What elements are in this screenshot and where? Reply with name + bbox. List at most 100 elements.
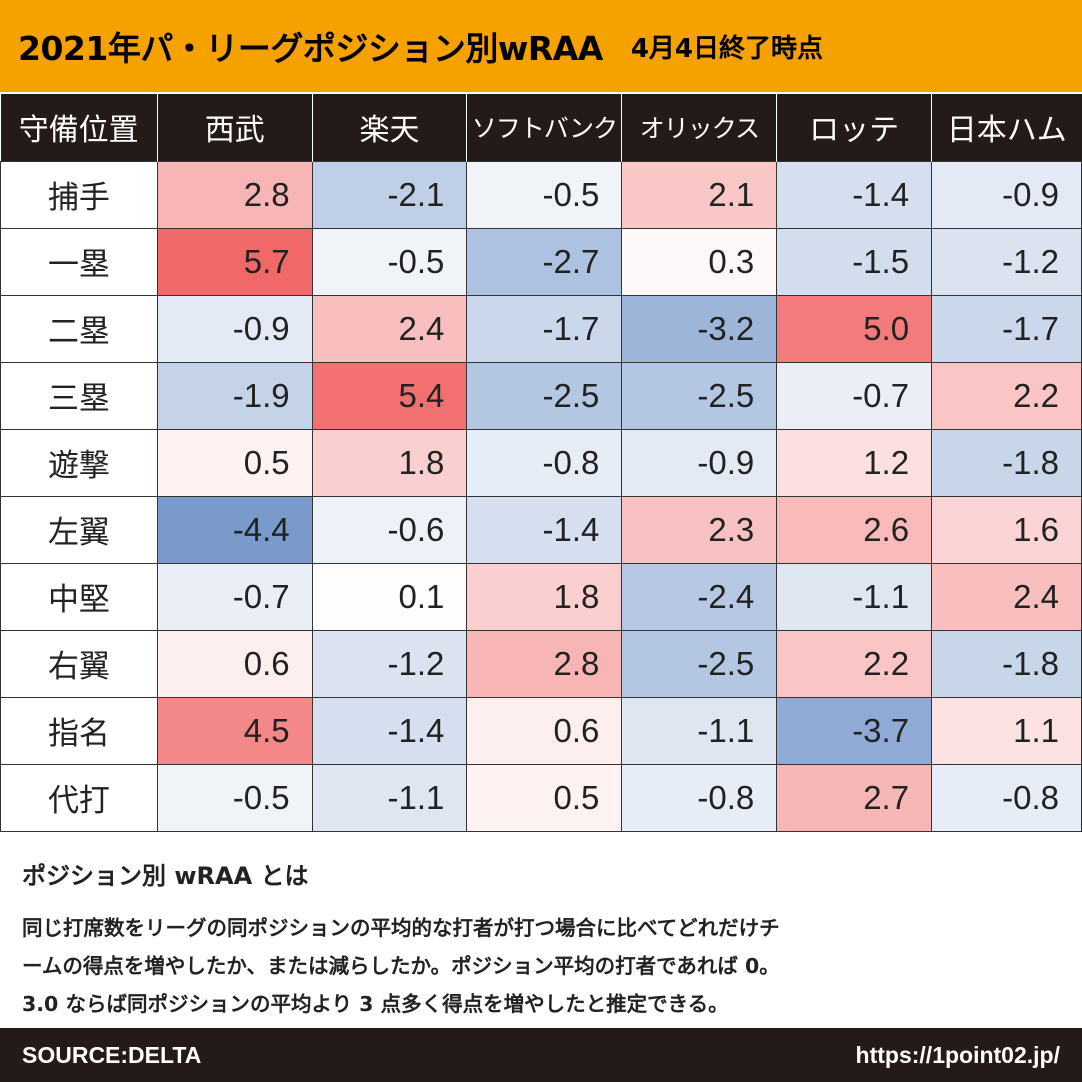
note-line: 同じ打席数をリーグの同ポジションの平均的な打者が打つ場合に比べてどれだけチ bbox=[22, 916, 780, 940]
note-line: 3.0 ならば同ポジションの平均より 3 点多く得点を増やしたと推定できる。 bbox=[22, 992, 729, 1016]
wraa-value-cell: -0.5 bbox=[311, 227, 468, 296]
wraa-value-cell: -2.7 bbox=[466, 227, 623, 296]
wraa-value-cell: 2.2 bbox=[776, 629, 933, 698]
wraa-value-cell: -1.7 bbox=[931, 294, 1082, 363]
wraa-value-cell: -0.9 bbox=[156, 294, 313, 363]
column-header: 楽天 bbox=[311, 94, 467, 161]
column-header: ロッテ bbox=[776, 94, 932, 161]
wraa-value-cell: 2.4 bbox=[931, 562, 1082, 631]
wraa-value-cell: 1.6 bbox=[931, 495, 1082, 564]
chart-subtitle: 4月4日終了時点 bbox=[630, 33, 824, 64]
position-label: 一塁 bbox=[0, 227, 158, 296]
wraa-value-cell: -1.5 bbox=[776, 227, 933, 296]
wraa-value-cell: -4.4 bbox=[156, 495, 313, 564]
wraa-value-cell: 5.4 bbox=[311, 361, 468, 430]
wraa-value-cell: 0.6 bbox=[466, 696, 623, 765]
table-row: 指名 4.5 -1.4 0.6 -1.1 -3.7 1.1 bbox=[0, 696, 1082, 765]
table-row: 右翼 0.6 -1.2 2.8 -2.5 2.2 -1.8 bbox=[0, 629, 1082, 698]
column-header: 日本ハム bbox=[931, 94, 1082, 161]
position-label: 二塁 bbox=[0, 294, 158, 363]
wraa-value-cell: 0.5 bbox=[466, 763, 623, 832]
position-label: 中堅 bbox=[0, 562, 158, 631]
wraa-value-cell: 1.8 bbox=[466, 562, 623, 631]
wraa-value-cell: -1.1 bbox=[311, 763, 468, 832]
wraa-value-cell: -1.4 bbox=[311, 696, 468, 765]
wraa-value-cell: 2.1 bbox=[621, 160, 778, 229]
wraa-table: 守備位置 西武 楽天 ソフトバンク オリックス ロッテ 日本ハム 捕手 2.8 -2.1 -0.… bbox=[0, 94, 1082, 832]
table-row: 遊撃 0.5 1.8 -0.8 -0.9 1.2 -1.8 bbox=[0, 428, 1082, 497]
wraa-value-cell: -0.5 bbox=[466, 160, 623, 229]
column-header: オリックス bbox=[621, 94, 777, 161]
wraa-value-cell: 5.7 bbox=[156, 227, 313, 296]
wraa-value-cell: -2.5 bbox=[621, 629, 778, 698]
position-label: 代打 bbox=[0, 763, 158, 832]
wraa-value-cell: 2.8 bbox=[466, 629, 623, 698]
wraa-value-cell: -0.8 bbox=[621, 763, 778, 832]
position-label: 左翼 bbox=[0, 495, 158, 564]
note-line: ームの得点を増やしたか、または減らしたか。ポジション平均の打者であれば 0。 bbox=[22, 954, 780, 978]
source-url: https://1point02.jp/ bbox=[855, 1041, 1060, 1068]
table-row: 捕手 2.8 -2.1 -0.5 2.1 -1.4 -0.9 bbox=[0, 160, 1082, 229]
wraa-value-cell: -2.5 bbox=[466, 361, 623, 430]
wraa-value-cell: 1.8 bbox=[311, 428, 468, 497]
column-header: ソフトバンク bbox=[466, 94, 622, 161]
wraa-value-cell: -0.9 bbox=[621, 428, 778, 497]
wraa-value-cell: -1.9 bbox=[156, 361, 313, 430]
wraa-value-cell: -0.8 bbox=[931, 763, 1082, 832]
wraa-value-cell: 4.5 bbox=[156, 696, 313, 765]
wraa-value-cell: 1.1 bbox=[931, 696, 1082, 765]
table-row: 二塁 -0.9 2.4 -1.7 -3.2 5.0 -1.7 bbox=[0, 294, 1082, 363]
wraa-value-cell: 0.1 bbox=[311, 562, 468, 631]
wraa-value-cell: 2.2 bbox=[931, 361, 1082, 430]
column-header: 西武 bbox=[156, 94, 313, 161]
table-body: 捕手 2.8 -2.1 -0.5 2.1 -1.4 -0.9 一塁 5.7 -0.5 -2.7 0.3… bbox=[0, 160, 1082, 832]
position-label: 遊撃 bbox=[0, 428, 158, 497]
wraa-value-cell: 2.7 bbox=[776, 763, 933, 832]
wraa-value-cell: -0.6 bbox=[311, 495, 468, 564]
wraa-value-cell: -1.8 bbox=[931, 428, 1082, 497]
wraa-value-cell: -0.7 bbox=[776, 361, 933, 430]
position-label: 指名 bbox=[0, 696, 158, 765]
table-row: 左翼 -4.4 -0.6 -1.4 2.3 2.6 1.6 bbox=[0, 495, 1082, 564]
note-heading: ポジション別 wRAA とは bbox=[22, 862, 309, 890]
wraa-value-cell: 1.2 bbox=[776, 428, 933, 497]
wraa-value-cell: 2.8 bbox=[156, 160, 313, 229]
wraa-value-cell: -2.5 bbox=[621, 361, 778, 430]
footer-bar: SOURCE:DELTA https://1point02.jp/ bbox=[0, 1028, 1082, 1082]
wraa-value-cell: -1.4 bbox=[776, 160, 933, 229]
wraa-value-cell: -0.7 bbox=[156, 562, 313, 631]
wraa-value-cell: -1.7 bbox=[466, 294, 623, 363]
chart-title: 2021年パ・リーグポジション別wRAA bbox=[18, 29, 603, 68]
note-body: 同じ打席数をリーグの同ポジションの平均的な打者が打つ場合に比べてどれだけチ ーム… bbox=[22, 909, 1062, 1023]
wraa-value-cell: -2.4 bbox=[621, 562, 778, 631]
wraa-value-cell: 0.3 bbox=[621, 227, 778, 296]
wraa-value-cell: -1.4 bbox=[466, 495, 623, 564]
wraa-value-cell: -0.5 bbox=[156, 763, 313, 832]
table-header-row: 守備位置 西武 楽天 ソフトバンク オリックス ロッテ 日本ハム bbox=[0, 94, 1082, 161]
wraa-value-cell: 2.3 bbox=[621, 495, 778, 564]
explanation-note: ポジション別 wRAA とは 同じ打席数をリーグの同ポジションの平均的な打者が打… bbox=[22, 856, 1062, 1023]
table-row: 三塁 -1.9 5.4 -2.5 -2.5 -0.7 2.2 bbox=[0, 361, 1082, 430]
wraa-value-cell: 5.0 bbox=[776, 294, 933, 363]
wraa-value-cell: -0.8 bbox=[466, 428, 623, 497]
wraa-value-cell: -2.1 bbox=[311, 160, 468, 229]
wraa-value-cell: 0.6 bbox=[156, 629, 313, 698]
wraa-value-cell: -3.7 bbox=[776, 696, 933, 765]
wraa-value-cell: -1.8 bbox=[931, 629, 1082, 698]
position-label: 右翼 bbox=[0, 629, 158, 698]
position-label: 捕手 bbox=[0, 160, 158, 229]
wraa-value-cell: 2.4 bbox=[311, 294, 468, 363]
table-row: 一塁 5.7 -0.5 -2.7 0.3 -1.5 -1.2 bbox=[0, 227, 1082, 296]
wraa-value-cell: 0.5 bbox=[156, 428, 313, 497]
position-label: 三塁 bbox=[0, 361, 158, 430]
table-row: 中堅 -0.7 0.1 1.8 -2.4 -1.1 2.4 bbox=[0, 562, 1082, 631]
title-bar: 2021年パ・リーグポジション別wRAA 4月4日終了時点 bbox=[0, 0, 1082, 92]
wraa-value-cell: 2.6 bbox=[776, 495, 933, 564]
wraa-value-cell: -3.2 bbox=[621, 294, 778, 363]
wraa-value-cell: -1.2 bbox=[311, 629, 468, 698]
row-header-label: 守備位置 bbox=[0, 94, 158, 161]
wraa-value-cell: -1.2 bbox=[931, 227, 1082, 296]
wraa-value-cell: -0.9 bbox=[931, 160, 1082, 229]
wraa-table-wrapper: 守備位置 西武 楽天 ソフトバンク オリックス ロッテ 日本ハム 捕手 2.8 -2.1 -0.… bbox=[0, 94, 1082, 832]
table-row: 代打 -0.5 -1.1 0.5 -0.8 2.7 -0.8 bbox=[0, 763, 1082, 832]
